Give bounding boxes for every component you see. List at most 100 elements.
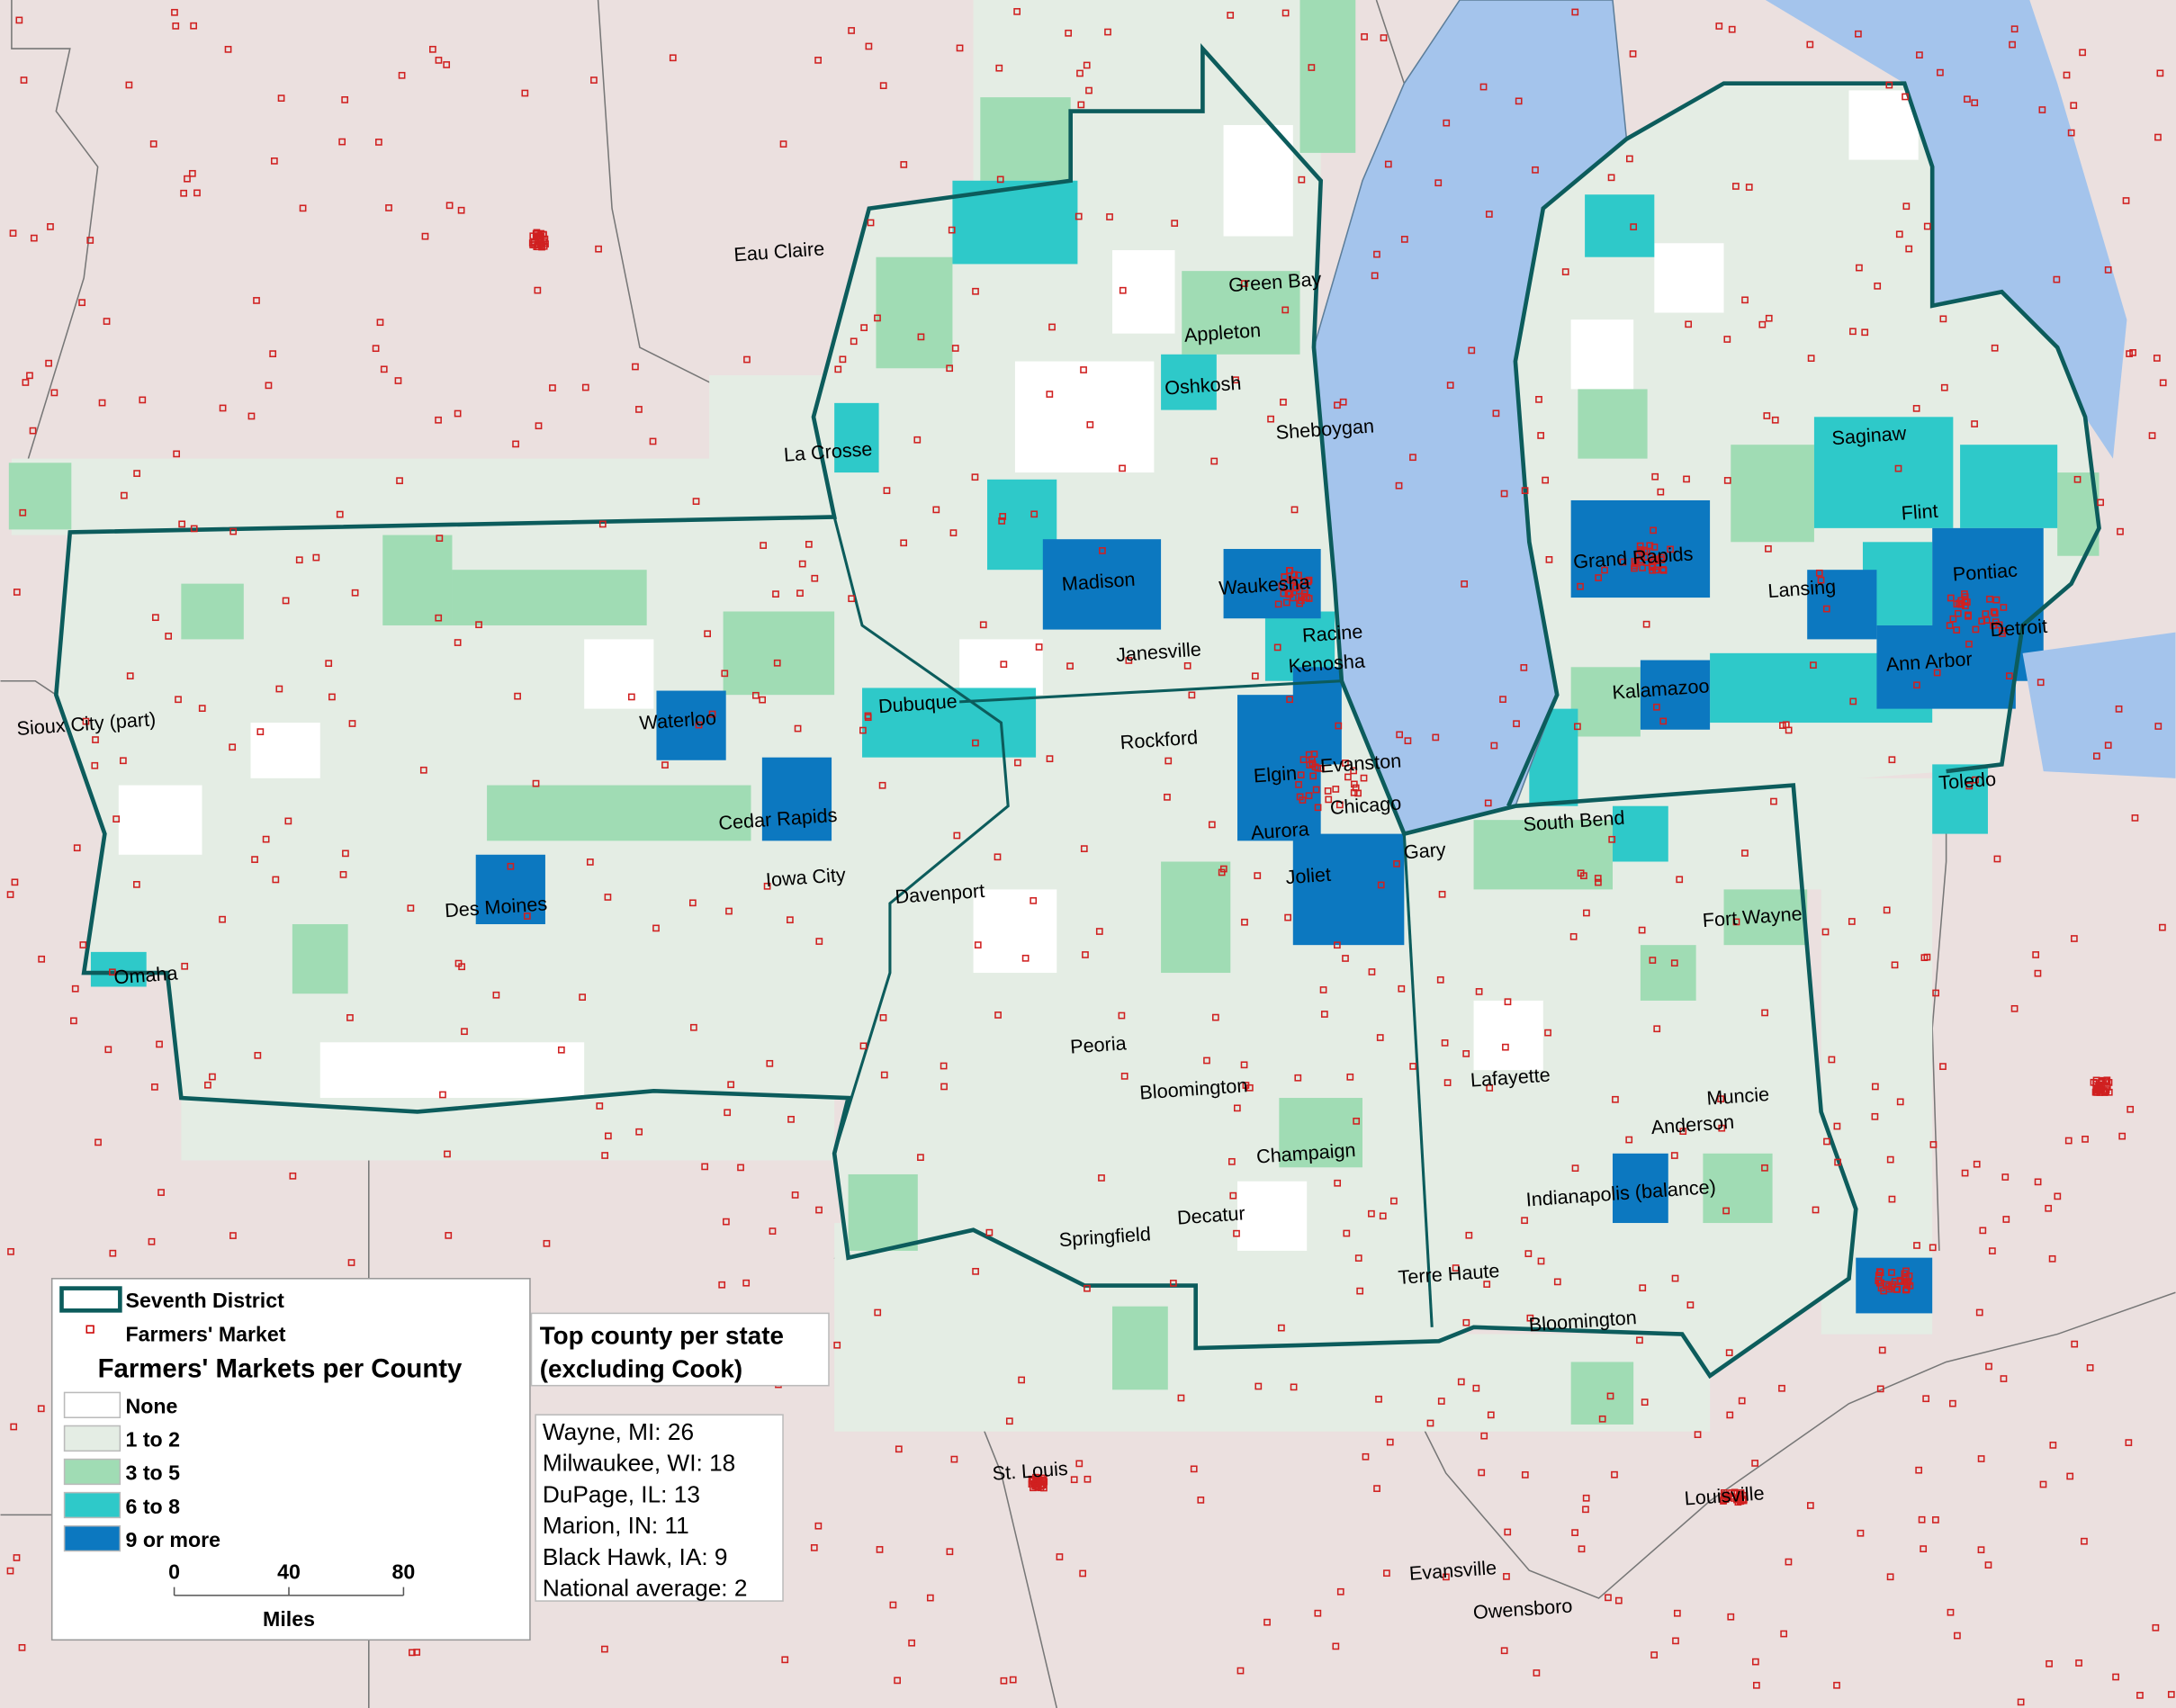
market-dot [1727, 1613, 1735, 1621]
market-dot [1393, 859, 1400, 867]
market-swatch [85, 1325, 94, 1334]
market-dot [1295, 781, 1302, 788]
market-dot [1683, 475, 1690, 483]
market-dot [30, 234, 38, 242]
market-dot [605, 1132, 612, 1140]
market-dot [2152, 1623, 2160, 1632]
market-dot [1957, 600, 1965, 608]
class-label: None [126, 1395, 178, 1418]
market-dot [1478, 1469, 1486, 1477]
market-dot [772, 590, 779, 598]
market-dot [2070, 102, 2078, 110]
market-dot [1472, 1384, 1480, 1392]
market-dot [1183, 662, 1191, 670]
market-dot [1937, 68, 1944, 76]
market-dot [1461, 580, 1469, 588]
market-dot [103, 318, 111, 325]
market-dot [1657, 488, 1665, 496]
market-dot [1571, 1164, 1579, 1173]
market-dot [1513, 720, 1520, 728]
top-item: Wayne, MI: 26 [543, 1418, 694, 1445]
market-dot [1362, 1452, 1370, 1461]
market-dot [1965, 782, 1974, 790]
market-dot [1619, 558, 1627, 566]
top-list: Wayne, MI: 26 Milwaukee, WI: 18 DuPage, IL… [543, 1418, 748, 1602]
scale-unit: Miles [263, 1607, 315, 1631]
market-dot [328, 693, 336, 701]
market-dot [1954, 609, 1962, 617]
market-dot [70, 1017, 77, 1025]
market-dot [1806, 40, 1814, 49]
market-dot [104, 1046, 112, 1054]
market-dot [1443, 119, 1451, 127]
market-dot [1594, 875, 1602, 882]
market-dot [1965, 612, 1972, 620]
market-dot [29, 427, 37, 435]
market-dot [1905, 245, 1913, 253]
market-dot [1077, 101, 1085, 109]
market-dot [2093, 752, 2100, 760]
top-item: DuPage, IL: 13 [543, 1480, 700, 1507]
market-dot [1817, 576, 1825, 584]
market-dot [1233, 1229, 1240, 1237]
city-label: Saginaw [1831, 421, 1908, 449]
market-dot [193, 189, 201, 197]
market-dot [2131, 814, 2139, 822]
market-dot [1119, 464, 1126, 472]
market-dot [1537, 1257, 1545, 1265]
market-dot [1273, 643, 1281, 652]
market-dot [445, 1232, 453, 1239]
market-dot [1075, 212, 1083, 220]
market-dot [78, 299, 85, 307]
top-title-box [530, 1312, 830, 1387]
market-dot [253, 297, 260, 304]
market-dot [996, 175, 1004, 184]
market-dot [727, 1081, 735, 1089]
market-dot [1475, 988, 1483, 995]
market-dot [1807, 355, 1815, 362]
market-dot [1332, 1642, 1340, 1650]
market-dot [2054, 1192, 2062, 1200]
market-dot [1975, 1308, 1983, 1317]
market-dot [229, 527, 238, 535]
market-dot [1446, 382, 1454, 389]
market-dot [262, 835, 270, 843]
market-dot [277, 94, 285, 102]
market-dot [540, 242, 548, 250]
market-dots [6, 7, 2175, 1706]
market-dot [1673, 1609, 1681, 1617]
market-dot [1346, 1073, 1354, 1081]
market-dot [312, 553, 320, 562]
market-dot [1079, 1569, 1087, 1578]
market-dot [1106, 213, 1113, 220]
market-dot [1203, 1056, 1210, 1065]
market-dot [534, 232, 542, 240]
market-dot [1765, 314, 1773, 322]
market-dot [1396, 731, 1404, 739]
market-dot [2075, 1659, 2082, 1667]
market-dot [2154, 133, 2162, 141]
market-dot [152, 614, 159, 622]
market-dot [1939, 1063, 1947, 1070]
market-dot [2010, 1004, 2019, 1012]
market-dot [2156, 69, 2164, 77]
market-dot [635, 406, 643, 413]
market-dot [1314, 1609, 1322, 1617]
market-dot [1947, 1608, 1955, 1616]
market-dot [20, 76, 28, 84]
market-dot [188, 169, 196, 177]
market-dot [1046, 755, 1054, 763]
market-dot [209, 1073, 216, 1081]
market-dot [1283, 598, 1290, 607]
market-dot [632, 363, 639, 371]
market-dot [443, 61, 451, 68]
market-dot [1758, 320, 1767, 328]
market-dot [98, 399, 106, 407]
market-dot [1875, 1279, 1884, 1287]
market-dot [1848, 918, 1856, 925]
market-dot [1782, 721, 1790, 729]
market-dot [949, 529, 958, 536]
market-dot [82, 717, 90, 725]
market-dot [198, 705, 206, 712]
market-dot [151, 1083, 158, 1091]
